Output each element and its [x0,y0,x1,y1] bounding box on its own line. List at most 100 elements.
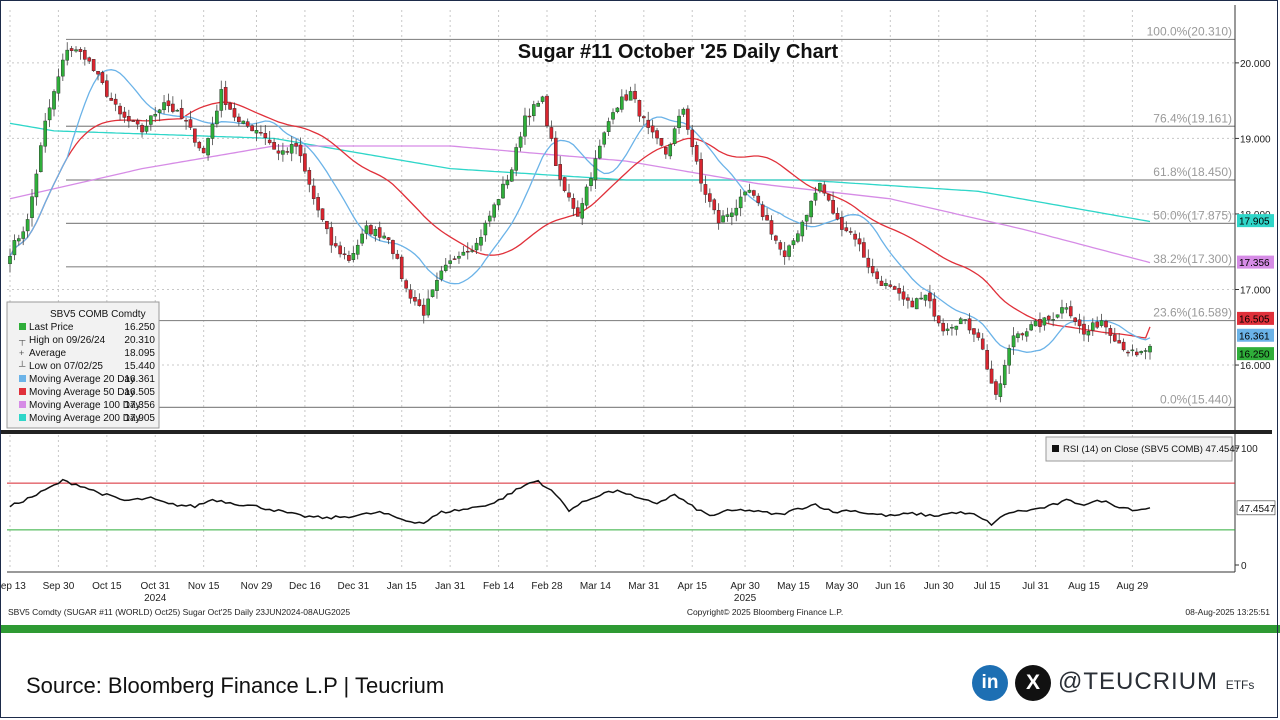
rsi-line [9,478,1151,527]
candle [197,140,202,151]
candle-body [457,255,461,259]
candle [43,112,48,153]
candle [219,80,224,118]
candle-body [1090,322,1095,331]
candle [87,56,92,64]
candle [65,42,70,66]
candle-body [1134,351,1139,356]
candle [461,245,466,256]
candle [606,117,611,137]
candle [655,128,659,145]
candle-body [822,184,827,194]
candle-body [958,318,963,325]
candle-body [1130,349,1135,352]
candle [734,199,739,222]
legend-label: Moving Average 100 Day [29,400,141,411]
candle [553,131,558,166]
candle-body [17,238,21,242]
candle [782,241,787,265]
x-tick-label: Feb 28 [531,581,563,592]
legend-label: Moving Average 20 Day [29,374,135,385]
candle-body [813,192,818,201]
candle [232,102,237,122]
candle [501,176,505,199]
candle-body [708,193,712,202]
candle [1038,312,1042,333]
candle [294,138,298,155]
y-tick-label: 20.000 [1240,59,1271,70]
candle-body [906,297,910,301]
candle-body [567,192,571,198]
candle [598,139,602,160]
candle [611,108,615,125]
candle [377,221,382,241]
candle [774,234,778,245]
candle-body [1148,345,1152,353]
chart-info-center: Copyright© 2025 Bloomberg Finance L.P. [687,607,843,617]
candle [584,184,589,209]
candle [967,313,972,334]
candle [800,220,805,242]
candle-body [703,184,708,195]
candle [888,280,893,289]
candle [633,83,637,103]
candle-body [303,153,307,172]
candle-body [725,214,730,217]
candle [100,70,105,85]
candle [928,284,932,309]
candle-body [804,214,809,222]
candle-body [501,183,505,199]
candle-body [144,126,149,132]
candle-body [184,119,188,122]
candle-body [884,283,888,286]
candle [91,59,96,72]
x-tick-label: May 15 [777,581,810,592]
candle [747,183,752,194]
candle [1033,318,1038,327]
candle-body [311,185,316,199]
legend-header: SBV5 COMB Comdty [50,309,146,320]
candle [549,120,554,142]
price-tag: 16.505 [1237,311,1274,325]
candle-body [47,107,52,121]
year-label: 2025 [734,593,757,604]
candle [1112,327,1117,343]
candle-body [615,107,620,112]
candle-body [122,111,127,118]
candle-body [809,200,813,218]
candle [479,229,483,252]
x-twitter-icon[interactable]: X [1015,665,1051,701]
candle [408,284,413,304]
candle [329,221,334,253]
candle-body [21,231,26,239]
candle-body [752,190,756,196]
candle-body [395,253,400,259]
candle-body [30,196,34,218]
candle [1082,316,1086,341]
candle [276,144,281,161]
ma50-line [9,101,1151,339]
candle-body [91,59,96,71]
fib-label: 0.0%(15.440) [1160,392,1232,406]
candle-body [1046,315,1051,320]
x-tick-label: Nov 15 [188,581,220,592]
candle [83,47,87,66]
year-label: 2024 [144,593,167,604]
linkedin-icon[interactable]: in [972,665,1008,701]
candle [624,89,629,102]
candle-body [276,150,281,154]
fib-label: 50.0%(17.875) [1153,208,1232,222]
candle-body [360,233,364,244]
x-tick-label: Jun 30 [924,581,954,592]
candle-body [100,72,105,83]
candle [980,333,985,351]
candle-body [162,102,166,111]
candle-body [131,120,136,122]
candle-body [289,143,294,154]
candle [681,107,686,117]
candle-body [25,219,30,232]
candle-body [1117,340,1121,344]
candle [1007,344,1011,375]
x-tick-label: Aug 15 [1068,581,1100,592]
